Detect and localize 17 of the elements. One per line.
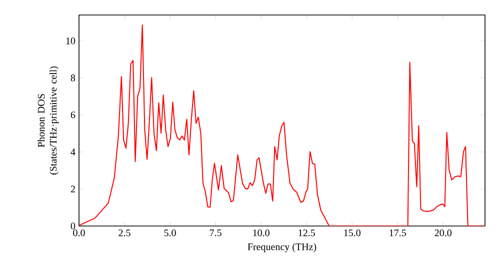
x-tick-label: 7.5 (210, 230, 222, 236)
y-tick-label: 6 (70, 112, 76, 118)
x-tick-label: 12.5 (298, 230, 315, 236)
y-tick-label: 0 (70, 222, 76, 230)
y-tick-label: 8 (70, 74, 76, 82)
y-tick-label: 10 (66, 38, 76, 44)
x-tick-label: 2.5 (118, 230, 130, 236)
x-tick-label: 10.0 (253, 230, 270, 236)
x-tick-label: 20.0 (434, 230, 452, 236)
x-tick-label: 0.0 (73, 230, 85, 236)
y-axis-title: Phonon DOS (States/THz·primitive cell) (38, 66, 59, 174)
y-tick-label: 4 (70, 148, 76, 156)
y-tick-label: 2 (70, 186, 75, 192)
x-axis-title: Frequency (THz) (248, 243, 316, 252)
x-tick-label: 17.5 (390, 230, 406, 236)
x-tick-label: 15.0 (344, 230, 360, 236)
x-tick-label: 5.0 (164, 230, 176, 236)
